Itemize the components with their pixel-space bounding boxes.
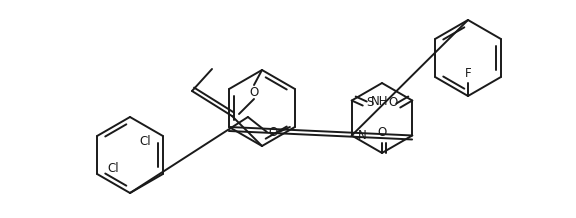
Text: O: O: [268, 126, 278, 138]
Text: Cl: Cl: [107, 162, 119, 174]
Text: N: N: [358, 129, 366, 142]
Text: O: O: [249, 85, 259, 99]
Text: O: O: [377, 126, 386, 139]
Text: Cl: Cl: [139, 136, 151, 148]
Text: F: F: [465, 67, 471, 80]
Text: O: O: [388, 96, 397, 109]
Text: S: S: [367, 96, 374, 109]
Text: NH: NH: [372, 95, 389, 108]
